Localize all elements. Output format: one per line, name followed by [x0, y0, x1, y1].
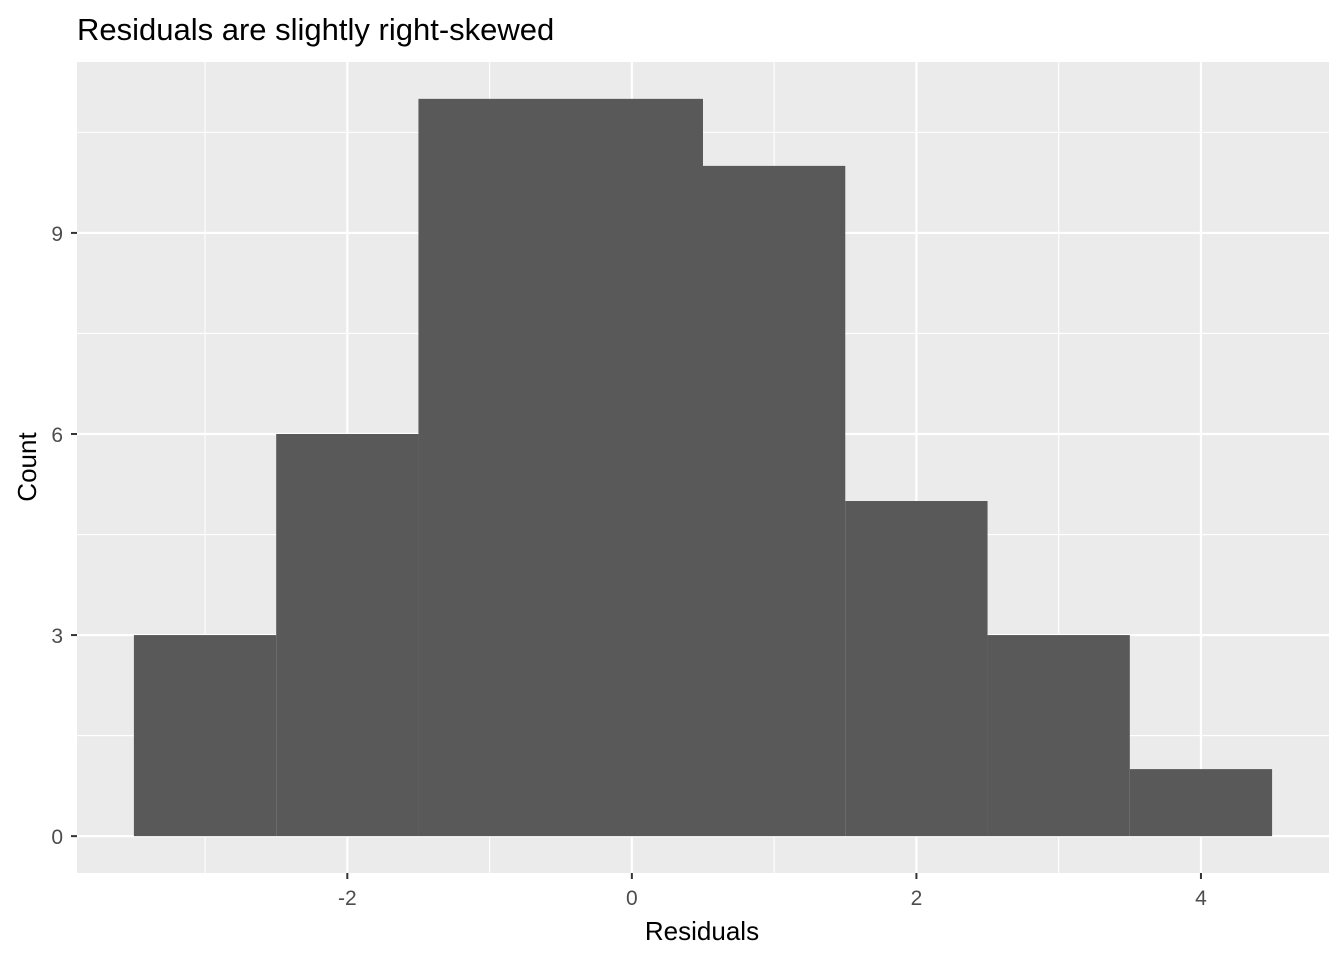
- x-axis: -2 0 2 4: [338, 873, 1207, 910]
- histogram-bar: [276, 433, 419, 837]
- y-tick-label: 0: [51, 826, 63, 849]
- chart-title: Residuals are slightly right-skewed: [77, 12, 554, 47]
- y-axis: 0 3 6 9: [51, 223, 77, 849]
- histogram-bars: [133, 98, 1273, 837]
- histogram-bar: [987, 635, 1130, 837]
- y-tick-label: 3: [51, 625, 63, 648]
- histogram-bar: [133, 635, 277, 837]
- x-tick-label: -2: [338, 887, 357, 910]
- histogram-bar: [703, 165, 846, 837]
- x-tick-label: 0: [626, 887, 638, 910]
- x-tick-label: 2: [911, 887, 923, 910]
- y-tick-label: 9: [51, 223, 63, 246]
- y-tick-label: 6: [51, 424, 63, 447]
- x-axis-title: Residuals: [645, 916, 759, 946]
- y-axis-title: Count: [12, 432, 42, 502]
- x-tick-label: 4: [1195, 887, 1207, 910]
- histogram-bar: [1129, 769, 1273, 837]
- histogram-bar: [845, 501, 988, 837]
- histogram-bar: [418, 98, 703, 837]
